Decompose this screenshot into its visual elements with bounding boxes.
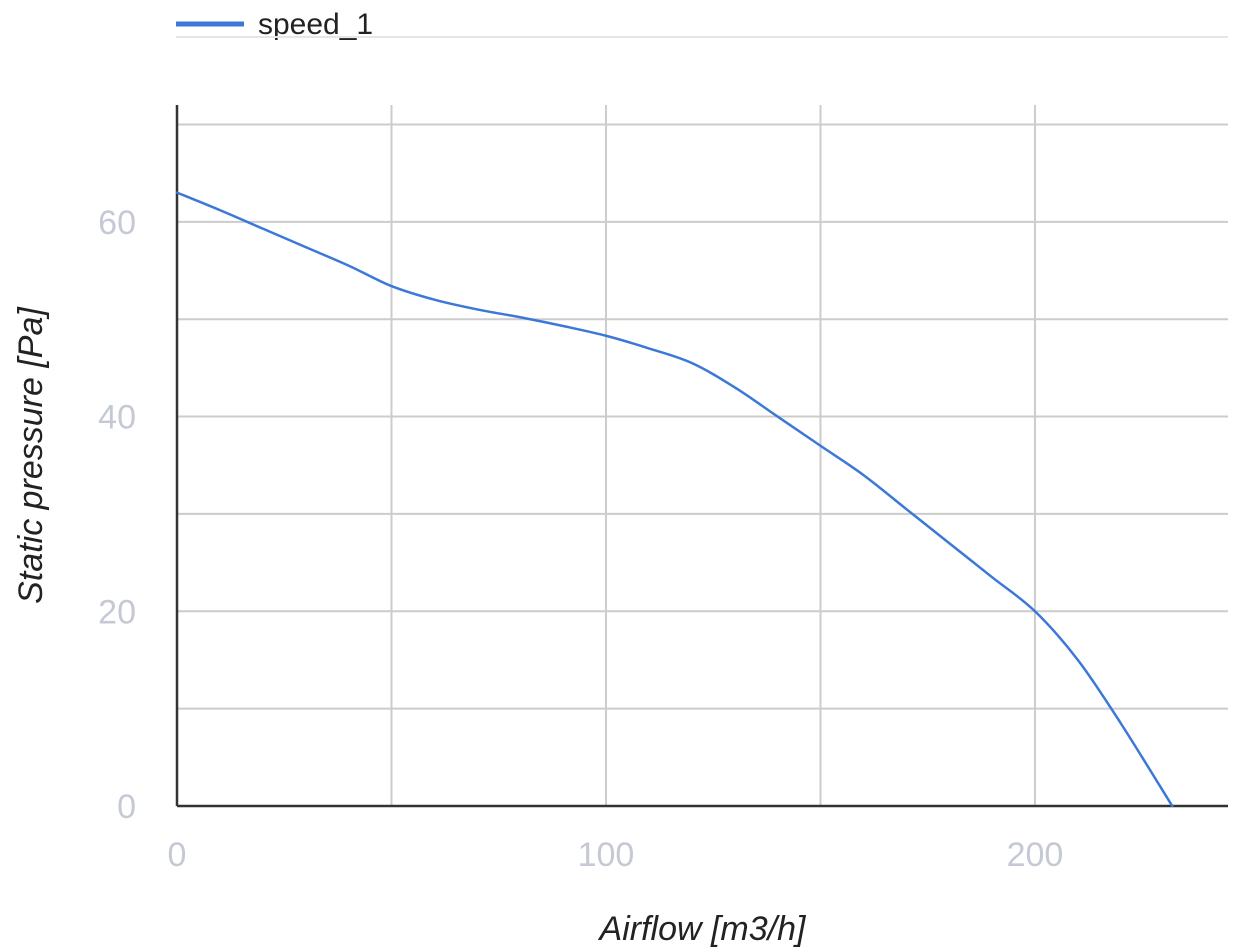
x-tick-label: 0: [168, 836, 187, 874]
x-tick-label: 200: [1007, 836, 1064, 874]
y-axis-title: Static pressure [Pa]: [12, 306, 50, 604]
series-line-speed_1: [175, 191, 1174, 808]
y-tick-label: 60: [98, 204, 136, 242]
y-tick-label: 0: [117, 788, 136, 826]
series-layer: [175, 191, 1174, 808]
legend-label[interactable]: speed_1: [258, 8, 373, 41]
grid-layer: [177, 105, 1228, 806]
legend[interactable]: speed_1: [176, 8, 1228, 41]
x-axis-title: Airflow [m3/h]: [598, 910, 807, 948]
x-tick-label: 100: [578, 836, 635, 874]
label-layer: 0 100 200 0 20 40 60 Airflow [m3/h] Static press…: [12, 204, 1063, 948]
y-tick-label: 20: [98, 593, 136, 631]
axis-layer: [175, 105, 1228, 808]
y-tick-label: 40: [98, 399, 136, 437]
